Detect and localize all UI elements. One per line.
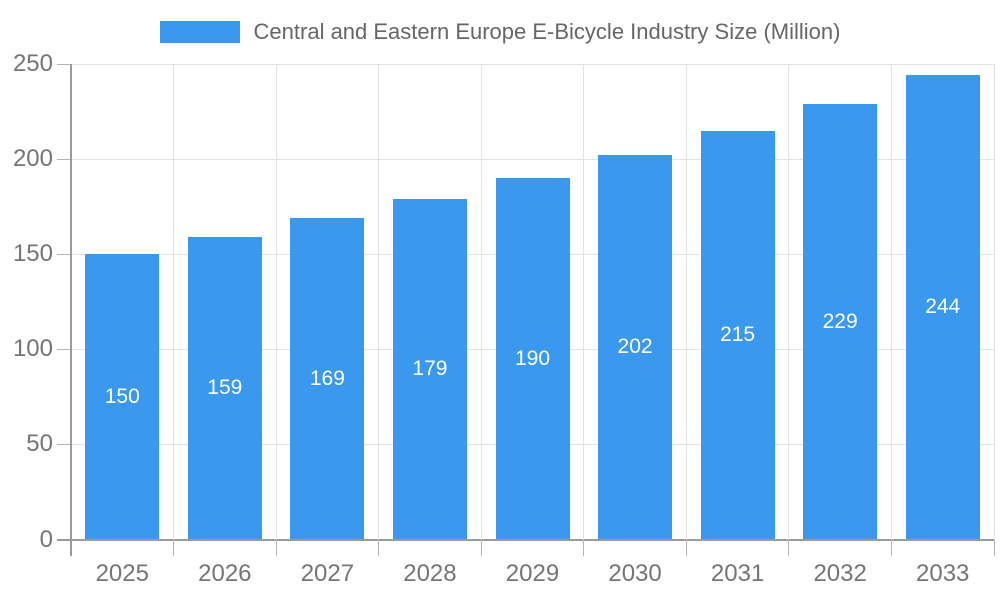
bar[interactable]	[187, 237, 262, 540]
y-axis-tick-label: 0	[39, 525, 53, 553]
y-axis-tick-label: 150	[12, 240, 53, 268]
y-tick	[57, 63, 71, 65]
x-tick	[275, 539, 277, 556]
bar[interactable]	[700, 130, 775, 540]
x-tick	[685, 539, 687, 556]
y-axis-line	[70, 64, 72, 556]
x-axis-tick-label: 2028	[403, 559, 457, 587]
legend-swatch	[159, 21, 240, 43]
x-tick	[583, 539, 585, 556]
bar-value-label: 202	[617, 335, 653, 359]
bar-value-label: 215	[720, 323, 756, 347]
x-tick	[788, 539, 790, 556]
y-axis-tick-label: 100	[12, 335, 53, 363]
bar[interactable]	[803, 103, 878, 540]
gridline-x	[788, 64, 790, 540]
gridline-x	[890, 64, 892, 540]
x-axis-tick-label: 2027	[300, 559, 355, 587]
y-tick	[57, 253, 71, 255]
bar[interactable]	[905, 75, 980, 540]
x-axis-tick-label: 2033	[916, 559, 970, 587]
gridline-x	[378, 64, 380, 540]
y-axis-tick-label: 50	[26, 430, 53, 458]
bar-value-label: 190	[514, 346, 551, 370]
gridline-x	[685, 64, 687, 540]
bar-value-label: 169	[309, 366, 345, 390]
bar[interactable]	[85, 254, 160, 540]
gridline-x	[993, 64, 995, 540]
x-tick	[890, 539, 892, 556]
x-axis-tick-label: 2030	[608, 559, 662, 587]
x-axis-tick-label: 2032	[813, 559, 867, 587]
gridline-x	[480, 64, 482, 540]
x-axis-tick-label: 2025	[95, 559, 149, 587]
bar-value-label: 244	[925, 295, 961, 319]
gridline-x	[173, 64, 175, 540]
y-tick	[57, 348, 71, 350]
x-tick	[993, 539, 995, 556]
y-axis-tick-label: 200	[12, 145, 53, 173]
y-axis-tick-label: 250	[12, 50, 53, 77]
y-tick	[57, 443, 71, 445]
gridline-y	[71, 158, 994, 160]
legend-label: Central and Eastern Europe E-Bicycle Ind…	[253, 19, 841, 44]
bar-value-label: 229	[822, 309, 858, 333]
x-axis-tick-label: 2031	[710, 559, 765, 587]
bar[interactable]	[495, 178, 570, 540]
x-axis-line	[57, 538, 994, 541]
x-tick	[173, 539, 175, 556]
gridline-x	[583, 64, 585, 540]
x-tick	[480, 539, 482, 556]
y-tick	[57, 158, 71, 160]
x-axis-tick-label: 2029	[505, 559, 560, 587]
x-tick	[378, 539, 380, 556]
gridline-y	[71, 63, 994, 65]
x-axis-tick-label: 2026	[198, 559, 252, 587]
bar-value-label: 159	[207, 376, 243, 400]
bar[interactable]	[392, 199, 467, 540]
chart-legend[interactable]: Central and Eastern Europe E-Bicycle Ind…	[0, 18, 1000, 46]
bar[interactable]	[290, 218, 365, 540]
bar-value-label: 179	[412, 357, 448, 381]
bar-value-label: 150	[104, 384, 140, 408]
bar[interactable]	[598, 155, 673, 540]
gridline-x	[275, 64, 277, 540]
